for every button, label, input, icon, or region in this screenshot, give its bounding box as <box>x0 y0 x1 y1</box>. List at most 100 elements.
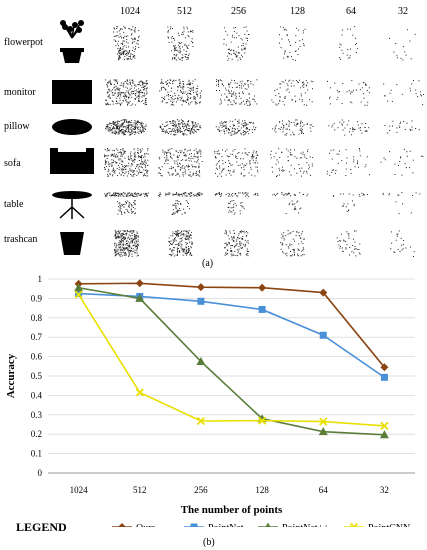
point <box>232 193 234 194</box>
point <box>239 87 241 89</box>
point <box>181 104 183 106</box>
point <box>231 255 233 257</box>
point <box>237 128 239 130</box>
point <box>247 131 249 132</box>
x-tick-label: 32 <box>380 485 389 495</box>
point <box>239 253 241 255</box>
point <box>355 44 356 46</box>
point <box>138 35 140 37</box>
point <box>116 87 118 89</box>
point <box>242 45 244 47</box>
point <box>113 39 115 41</box>
point <box>140 123 142 125</box>
point <box>252 156 254 158</box>
point <box>171 35 173 37</box>
point <box>179 82 181 84</box>
point <box>411 129 413 131</box>
point <box>126 58 128 59</box>
point <box>165 89 167 90</box>
point <box>415 128 417 129</box>
point <box>229 172 231 174</box>
data-point-pointcnn <box>74 290 83 299</box>
point <box>248 93 250 95</box>
point <box>243 244 245 246</box>
point <box>307 82 309 84</box>
point <box>123 247 125 249</box>
point <box>238 152 240 153</box>
point <box>146 87 148 89</box>
point <box>132 241 134 243</box>
point <box>352 128 354 130</box>
point <box>117 253 119 255</box>
point <box>289 255 291 257</box>
point <box>247 80 249 82</box>
point <box>123 152 125 153</box>
point <box>168 98 170 100</box>
point <box>199 92 201 94</box>
point <box>119 162 121 164</box>
point <box>233 50 235 52</box>
point <box>142 128 144 130</box>
data-point-pointnet <box>319 331 327 339</box>
point <box>387 132 389 134</box>
point <box>190 192 192 194</box>
point <box>118 131 120 133</box>
point <box>114 250 116 252</box>
point <box>107 175 109 177</box>
point <box>277 192 279 194</box>
point <box>215 81 217 82</box>
point <box>137 95 139 97</box>
point <box>193 95 195 97</box>
point <box>409 87 411 89</box>
point <box>117 125 119 127</box>
point <box>236 249 238 251</box>
point <box>134 241 135 243</box>
point <box>141 130 143 132</box>
point <box>128 243 130 245</box>
point <box>171 173 173 175</box>
point <box>360 101 362 103</box>
point <box>298 133 300 135</box>
point <box>120 93 122 95</box>
point <box>239 103 241 105</box>
point <box>270 154 272 156</box>
point <box>184 249 186 251</box>
point <box>273 156 275 158</box>
point <box>195 170 197 172</box>
point <box>245 192 247 194</box>
point <box>185 236 187 237</box>
point <box>393 251 395 253</box>
point <box>282 251 283 253</box>
point <box>187 58 189 60</box>
point <box>121 255 123 257</box>
point <box>232 245 233 247</box>
point <box>116 175 118 176</box>
point <box>190 30 192 32</box>
point <box>346 91 348 93</box>
point <box>133 38 135 40</box>
point <box>137 239 139 241</box>
point <box>285 213 287 214</box>
point <box>170 133 172 135</box>
point <box>224 242 226 244</box>
point <box>184 169 186 171</box>
point <box>279 34 280 36</box>
point <box>366 89 368 91</box>
point <box>120 235 122 236</box>
point <box>190 155 192 157</box>
point <box>422 155 424 157</box>
point <box>301 99 303 101</box>
point <box>276 104 278 106</box>
point <box>252 159 254 161</box>
point <box>256 157 257 159</box>
point <box>171 129 173 131</box>
point <box>117 83 118 85</box>
point <box>222 163 224 165</box>
point <box>127 104 129 106</box>
point <box>286 128 288 130</box>
point <box>274 127 276 129</box>
point <box>201 90 202 92</box>
point <box>172 81 174 83</box>
point <box>398 194 400 196</box>
point <box>189 236 191 238</box>
